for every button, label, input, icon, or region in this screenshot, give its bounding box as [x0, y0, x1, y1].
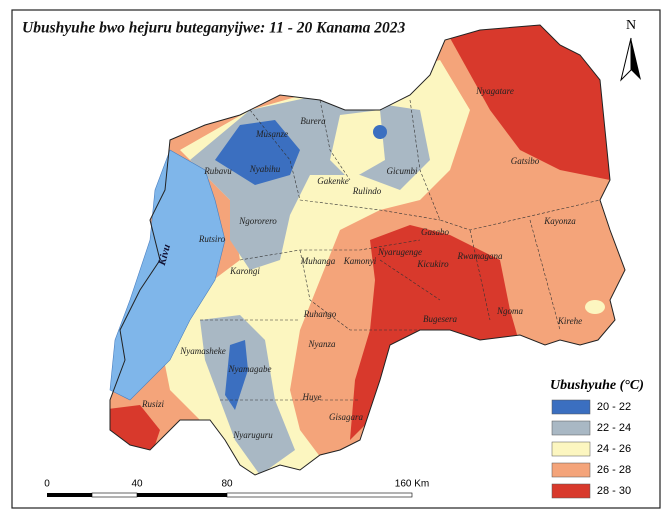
lake-label: Kivu: [156, 243, 173, 268]
district-label: Kicukiro: [416, 259, 449, 269]
district-label: Ngororero: [238, 216, 277, 226]
district-label: Burera: [300, 116, 326, 126]
district-label: Kirehe: [557, 316, 582, 326]
district-label: Nyamagabe: [228, 364, 272, 374]
district-label: Gicumbi: [387, 166, 418, 176]
scale-label: 0: [44, 479, 50, 490]
district-label: Huye: [302, 392, 322, 402]
district-labels: Nyagatare Burera Musanze Nyabihu Rubavu …: [141, 86, 582, 440]
district-label: Karongi: [229, 266, 260, 276]
district-label: Kamonyi: [343, 256, 377, 266]
district-label: Ngoma: [496, 306, 524, 316]
district-label: Rutsiro: [198, 234, 226, 244]
scale-bar: 0 40 80 160 Km: [44, 479, 429, 498]
district-label: Nyagatare: [475, 86, 514, 96]
legend-swatch: [551, 420, 591, 436]
legend-label: 20 - 22: [597, 401, 631, 413]
district-label: Nyamasheke: [179, 346, 225, 356]
district-label: Rwamagana: [457, 251, 504, 261]
legend-swatch: [551, 399, 591, 415]
district-label: Rulindo: [352, 186, 382, 196]
legend-swatch: [551, 483, 591, 499]
legend-label: 24 - 26: [597, 443, 631, 455]
legend: Ubushyuhe (°C) 20 - 22 22 - 24 24 - 26 26 -…: [550, 378, 644, 499]
lake-kivu: [109, 149, 226, 401]
district-label: Ruhango: [303, 309, 337, 319]
district-label: Nyabihu: [249, 164, 281, 174]
legend-swatch: [551, 462, 591, 478]
legend-label: 26 - 28: [597, 464, 631, 476]
map-title: Ubushyuhe bwo hejuru buteganyijwe: 11 - …: [22, 20, 406, 37]
legend-label: 22 - 24: [597, 422, 631, 434]
legend-swatch: [551, 441, 591, 457]
legend-title: Ubushyuhe (°C): [550, 378, 644, 393]
district-label: Gisagara: [329, 412, 364, 422]
district-label: Rusizi: [141, 399, 165, 409]
district-label: Kayonza: [543, 216, 576, 226]
district-label: Nyaruguru: [232, 430, 273, 440]
district-label: Bugesera: [423, 314, 457, 324]
district-label: Gakenke: [317, 176, 348, 186]
district-label: Nyarugenge: [377, 247, 422, 257]
district-label: Gasabo: [421, 227, 450, 237]
scale-label: 160 Km: [395, 479, 429, 490]
district-boundaries: [200, 99, 601, 401]
scale-label: 40: [131, 479, 143, 490]
district-label: Rubavu: [203, 166, 232, 176]
district-label: Muhanga: [300, 256, 336, 266]
north-label: N: [626, 18, 636, 33]
north-arrow: N: [620, 18, 641, 82]
legend-label: 28 - 30: [597, 485, 631, 497]
scale-label: 80: [221, 479, 233, 490]
district-label: Gatsibo: [511, 156, 540, 166]
district-label: Musanze: [255, 129, 288, 139]
district-label: Nyanza: [308, 339, 337, 349]
